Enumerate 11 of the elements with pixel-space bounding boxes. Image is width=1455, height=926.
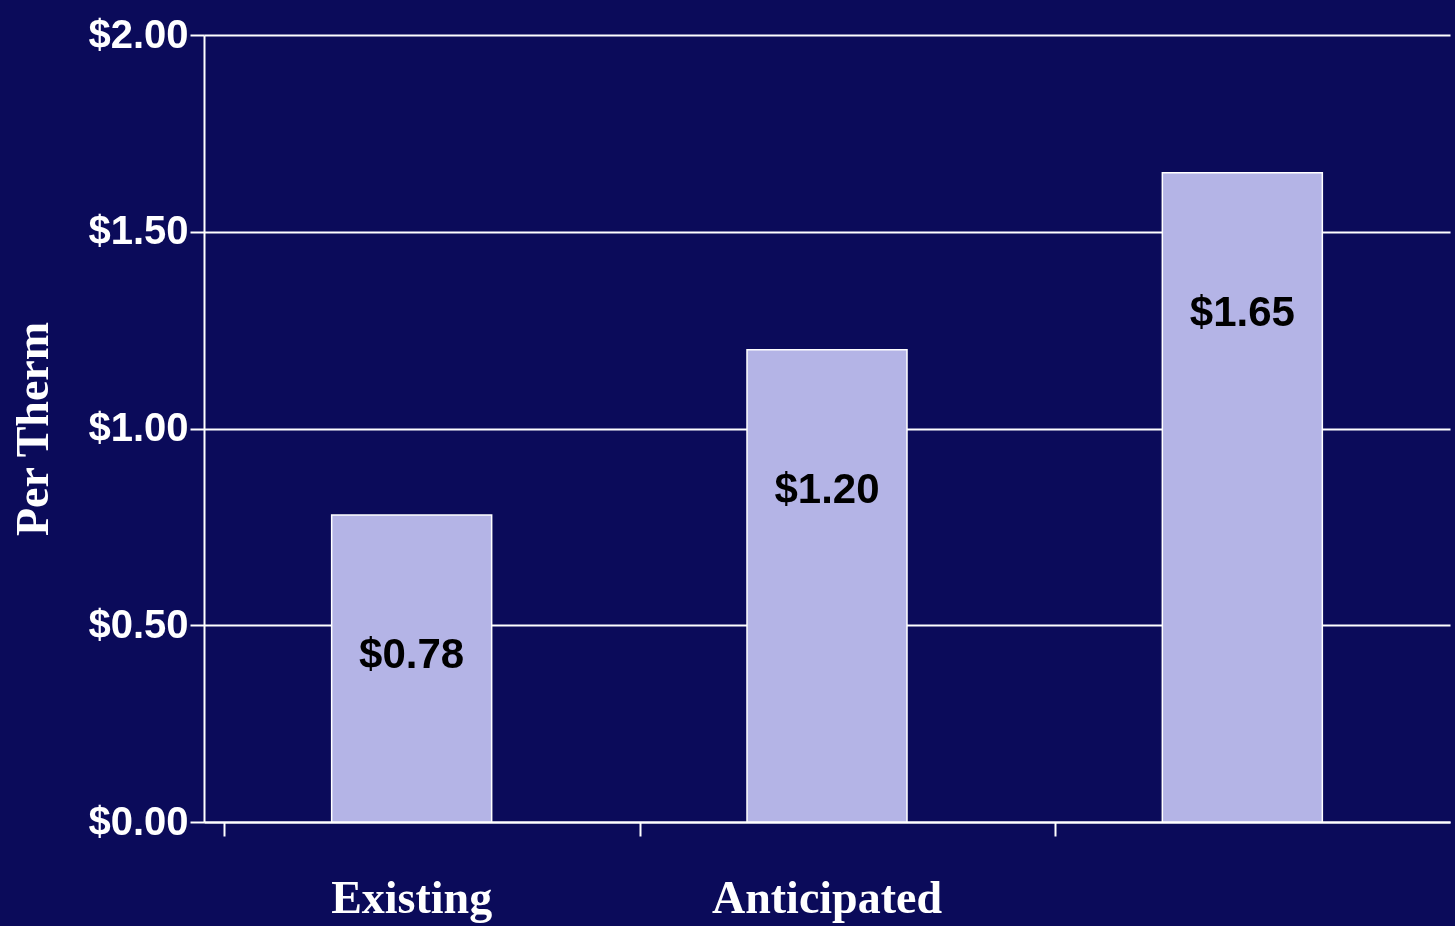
- y-tick-label: $1.00: [88, 405, 189, 449]
- y-tick-label: $1.50: [88, 208, 189, 253]
- y-axis-title: Per Therm: [7, 321, 59, 537]
- data-label: $1.20: [774, 464, 880, 512]
- x-tick-label: Existing: [331, 871, 493, 923]
- y-tick-label: $0.00: [88, 798, 189, 843]
- data-label: $0.78: [359, 630, 465, 678]
- x-tick-label: Anticipated: [712, 871, 943, 923]
- y-tick-label: $0.50: [88, 601, 189, 646]
- y-tick-label: $2.00: [88, 11, 189, 56]
- data-label: $1.65: [1189, 287, 1295, 335]
